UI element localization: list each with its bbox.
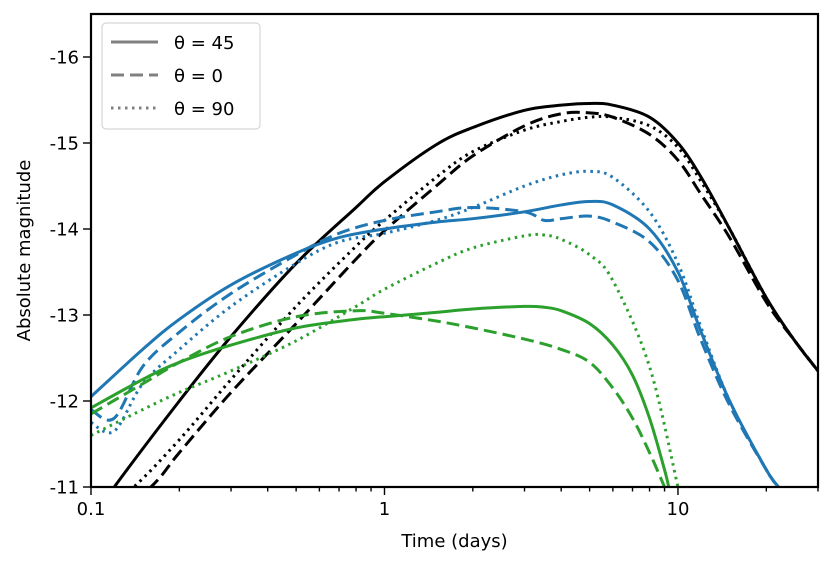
series-line-black-solid: [112, 101, 818, 487]
plot-curves: [91, 101, 818, 487]
series-line-black-dotted: [131, 114, 818, 487]
y-tick-label: -16: [50, 48, 79, 69]
y-tick-label: -11: [50, 478, 79, 499]
axis-ticks: 0.1 1 10 -16 -15 -14 -13 -12 -11: [50, 48, 819, 520]
series-line-blue-dashed: [91, 205, 780, 487]
legend-box: [101, 22, 261, 130]
series-line-black-dashed: [148, 110, 818, 487]
series-line-green-dashed: [91, 309, 666, 487]
y-axis-label: Absolute magnitude: [14, 160, 35, 342]
legend-label: θ = 0: [174, 66, 223, 87]
series-line-green-solid: [91, 304, 671, 487]
plot-frame: [89, 12, 820, 489]
series-line-blue-dotted: [91, 169, 780, 487]
series-line-blue-solid: [91, 199, 780, 487]
y-tick-label: -13: [50, 306, 79, 327]
series-line-green-dotted: [91, 232, 680, 487]
y-tick-label: -14: [50, 220, 79, 241]
x-tick-label: 10: [667, 499, 690, 520]
y-tick-label: -15: [50, 134, 79, 155]
legend-label: θ = 90: [174, 99, 234, 120]
legend-label: θ = 45: [174, 33, 234, 54]
x-tick-label: 0.1: [77, 499, 106, 520]
y-tick-label: -12: [50, 392, 79, 413]
x-axis-label: Time (days): [400, 531, 507, 552]
x-tick-label: 1: [379, 499, 390, 520]
legend: θ = 45 θ = 0 θ = 90: [101, 22, 261, 130]
